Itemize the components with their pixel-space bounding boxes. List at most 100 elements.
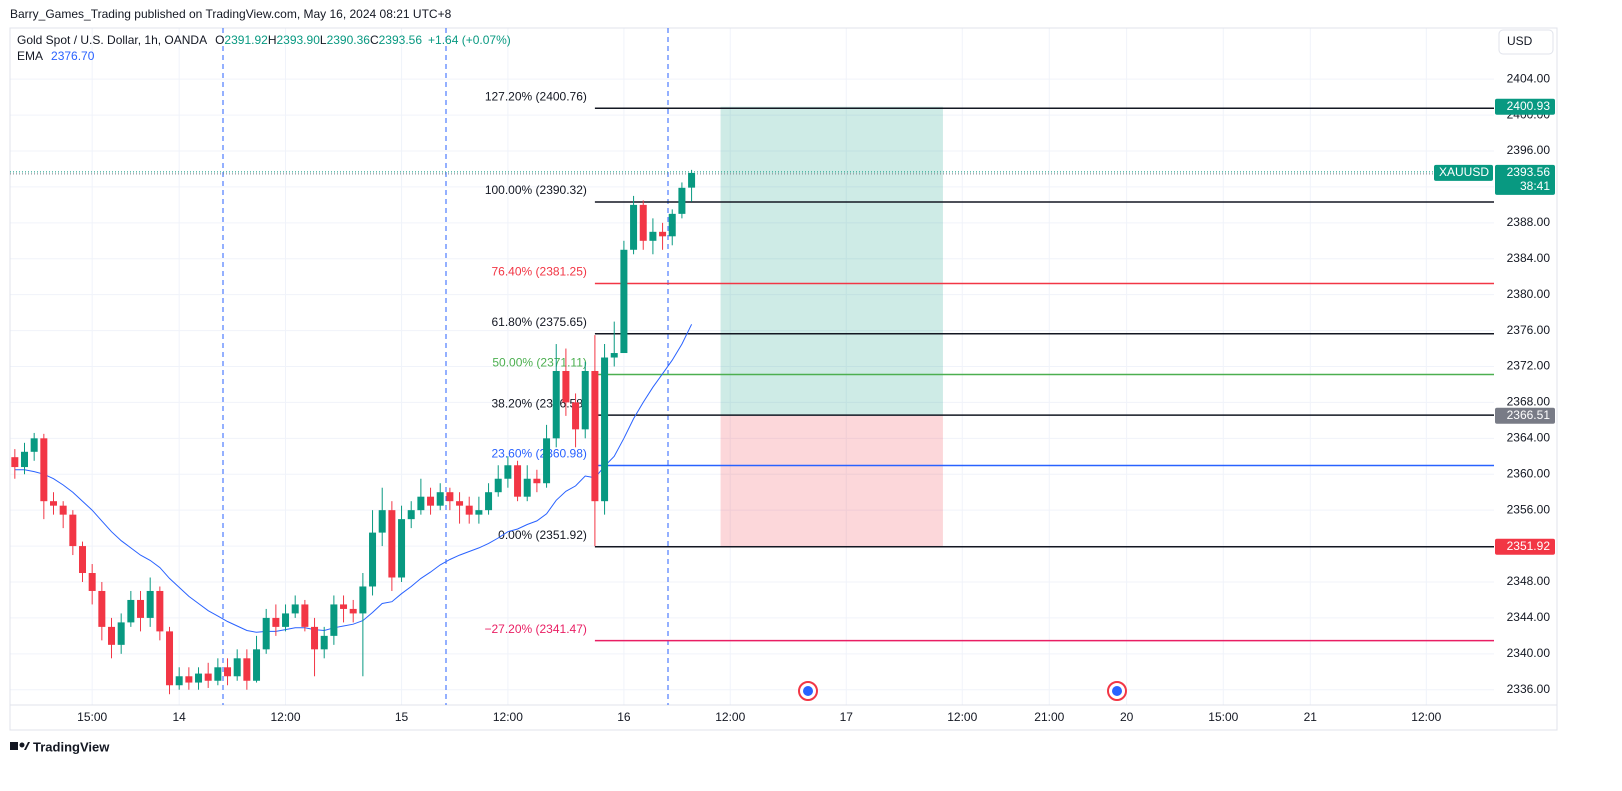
candle-body [630,204,638,250]
candle-body [688,172,696,188]
x-tick-label: 15 [395,710,409,724]
candle-body [311,626,319,650]
candle-body [417,496,425,511]
event-flag[interactable] [798,681,818,701]
quote-change: +1.64 (+0.07%) [428,33,511,47]
candle-body [320,635,328,650]
y-tick-label: 2372.00 [1507,359,1551,373]
candle-body [678,187,686,214]
candle-body [243,658,251,681]
candle-body [233,658,241,677]
y-tick-label: 2364.00 [1507,431,1551,445]
ema-line [14,324,693,633]
candle-body [514,465,522,497]
candle-body [195,673,203,683]
candle-body [533,478,541,484]
fib-label: 23.60% (2360.98) [491,447,586,461]
candle-body [562,370,570,403]
candle-body [50,501,58,506]
brand: TradingView [33,739,110,754]
brand-logo [10,742,30,750]
quote-key: O [215,33,224,47]
quote-value: 2393.56 [379,33,423,47]
candle-body [436,492,444,506]
candle-body [494,478,502,493]
symbol-box [1434,164,1493,181]
x-tick-label: 20 [1120,710,1134,724]
fib-label: 127.20% (2400.76) [485,89,587,103]
x-tick-label: 15:00 [1208,710,1238,724]
fib-label: 50.00% (2371.11) [492,356,587,370]
y-tick-label: 2396.00 [1507,143,1551,157]
candle-body [30,438,38,452]
x-tick-label: 12:00 [493,710,523,724]
quote-value: 2393.90 [276,33,320,47]
y-tick-label: 2336.00 [1507,682,1551,696]
candle-body [446,492,454,502]
stop-price-label: 2351.92 [1507,539,1551,553]
quote-key: C [370,33,379,47]
candle-body [340,604,348,609]
plot: 2336.002340.002344.002348.002352.002356.… [10,71,1555,724]
y-tick-label: 2376.00 [1507,323,1551,337]
candle-body [572,402,580,430]
fib-label: 100.00% (2390.32) [485,183,587,197]
legend-line: Gold Spot / U.S. Dollar, 1h, OANDA O2391.… [17,33,511,47]
candle-body [523,478,531,497]
legend-title: Gold Spot / U.S. Dollar, 1h, OANDA [17,33,207,47]
chart-frame [9,27,1558,731]
target-price-label: 2400.93 [1507,99,1551,113]
quote-key: H [268,33,277,47]
y-tick-label: 2344.00 [1507,610,1551,624]
candle-body [475,510,483,515]
candle-body [330,604,338,636]
candle-body [127,599,135,623]
candle-body [224,667,232,677]
currency[interactable]: USD [1507,34,1533,48]
event-flag[interactable] [1107,681,1127,701]
y-tick-label: 2360.00 [1507,466,1551,480]
candle-body [21,451,29,468]
y-tick-label: 2368.00 [1507,395,1551,409]
x-tick-label: 21 [1304,710,1318,724]
x-tick-label: 17 [840,710,854,724]
publisher: Barry_Games_Trading published on Trading… [10,7,452,21]
candle-body [79,546,87,574]
entry-price-label: 2366.51 [1507,408,1551,422]
currency-button[interactable] [1498,29,1554,55]
x-tick-label: 14 [173,710,187,724]
candle-body [456,501,464,506]
candle-body [282,613,290,627]
symbol-label: XAUUSD [1439,165,1489,179]
candle-body [253,649,261,681]
candle-body [620,249,628,354]
candle-body [378,510,386,533]
candle-body [98,590,106,627]
candle-body [581,370,589,430]
candle-body [407,510,415,520]
y-tick-label: 2348.00 [1507,574,1551,588]
y-tick-label: 2388.00 [1507,215,1551,229]
entry-price-label-box [1495,407,1555,424]
candle-body [166,631,174,686]
fib-label: 76.40% (2381.25) [491,265,586,279]
candle-body [388,510,396,578]
position-stop-zone [720,415,943,547]
candle-body [185,676,193,683]
candle-body [504,465,512,479]
x-tick-label: 16 [617,710,631,724]
candle-body [214,667,222,681]
position-target-zone [720,106,943,416]
candle-body [427,496,435,506]
x-tick-label: 12:00 [715,710,745,724]
quote-value: 2390.36 [327,33,371,47]
candle-body [59,505,67,515]
current-price-box [1495,164,1555,195]
countdown: 38:41 [1520,179,1550,193]
candle-body [649,231,657,241]
candle-body [175,676,183,686]
candle-body [117,622,125,645]
candle-body [262,617,270,650]
candle-body [137,599,145,618]
candle-body [40,438,48,502]
